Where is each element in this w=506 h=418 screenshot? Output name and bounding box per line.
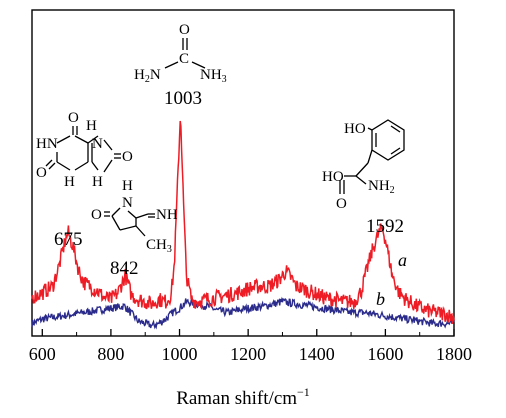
svg-text:H: H bbox=[64, 174, 75, 190]
svg-text:HO: HO bbox=[322, 169, 344, 185]
svg-text:H: H bbox=[86, 118, 97, 134]
svg-text:O: O bbox=[36, 165, 47, 181]
tyrosine-structure: HO HO NH2 O bbox=[322, 119, 405, 212]
creatinine-structure: H N NH O CH3 bbox=[91, 178, 178, 255]
svg-text:CH3: CH3 bbox=[146, 237, 172, 255]
svg-text:HO: HO bbox=[344, 121, 366, 137]
x-tick-label: 600 bbox=[29, 344, 56, 364]
x-axis-title: Raman shift/cm−1 bbox=[176, 385, 310, 409]
series-line-b bbox=[31, 296, 455, 330]
curve-label-a: a bbox=[398, 250, 407, 270]
x-tick-label: 1600 bbox=[367, 344, 403, 364]
peak-label-842: 842 bbox=[110, 258, 139, 279]
svg-text:H: H bbox=[122, 178, 133, 194]
svg-text:H2N: H2N bbox=[134, 67, 161, 85]
series-line-a bbox=[31, 120, 455, 324]
svg-text:N: N bbox=[92, 136, 103, 152]
svg-text:O: O bbox=[91, 207, 102, 223]
uric-acid-structure: H O HN O H N O H bbox=[36, 110, 133, 190]
svg-text:O: O bbox=[336, 196, 347, 212]
peak-label-675: 675 bbox=[54, 229, 83, 250]
svg-text:NH: NH bbox=[156, 207, 178, 223]
svg-text:O: O bbox=[122, 149, 133, 165]
svg-text:NH3: NH3 bbox=[200, 67, 227, 85]
svg-text:N: N bbox=[122, 195, 133, 211]
x-tick-label: 1400 bbox=[299, 344, 335, 364]
peak-label-1003: 1003 bbox=[164, 88, 202, 109]
peak-label-1592: 1592 bbox=[366, 216, 404, 237]
svg-text:H: H bbox=[92, 174, 103, 190]
svg-text:NH2: NH2 bbox=[368, 178, 395, 196]
urea-structure: O C H2N NH3 bbox=[134, 22, 227, 85]
svg-text:O: O bbox=[68, 110, 79, 126]
plot-frame bbox=[31, 9, 455, 337]
svg-text:O: O bbox=[179, 22, 190, 38]
svg-text:C: C bbox=[179, 51, 189, 67]
curve-label-b: b bbox=[376, 289, 385, 309]
x-tick-label: 1200 bbox=[230, 344, 266, 364]
svg-text:HN: HN bbox=[36, 136, 58, 152]
x-tick-label: 1000 bbox=[162, 344, 198, 364]
x-tick-label: 1800 bbox=[436, 344, 472, 364]
x-axis-ticks: 600 800 1000 1200 1400 1600 1800 bbox=[29, 329, 472, 364]
x-tick-label: 800 bbox=[97, 344, 124, 364]
